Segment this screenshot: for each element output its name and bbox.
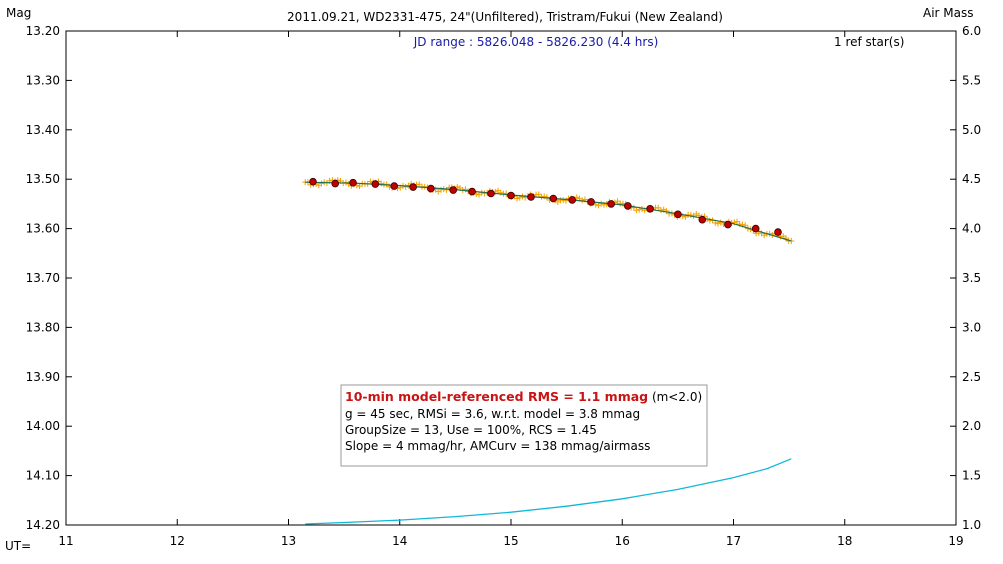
binned-point (409, 183, 417, 191)
binned-point (507, 191, 515, 200)
stats-line-1: g = 45 sec, RMSi = 3.6, w.r.t. model = 3… (345, 407, 640, 421)
binned-point (349, 178, 357, 187)
raw-point (514, 195, 521, 202)
binned-point (623, 202, 632, 210)
stats-box-frame (340, 384, 708, 467)
raw-point (782, 235, 789, 242)
raw-point (630, 204, 637, 211)
jd-range-label: JD range : 5826.048 - 5826.230 (4.4 hrs) (413, 35, 659, 49)
y-tick-label: 13.40 (26, 123, 60, 137)
x-tick-label: 13 (281, 534, 296, 548)
y2-tick-label: 5.0 (962, 123, 981, 137)
x-tick-label: 19 (948, 534, 963, 548)
binned-point (527, 193, 535, 201)
raw-point (638, 206, 645, 213)
y-tick-label: 13.90 (26, 370, 60, 384)
binned-point (607, 200, 615, 208)
x-tick-label: 11 (58, 534, 73, 548)
binned-point (449, 186, 458, 194)
binned-point (371, 180, 380, 188)
left-axis-label: Mag (6, 6, 31, 20)
binned-point (309, 177, 317, 186)
raw-point (633, 207, 640, 214)
binned-point (774, 228, 782, 236)
raw-point (663, 208, 670, 215)
right-axis-label: Air Mass (923, 6, 974, 20)
ref-stars-label: 1 ref star(s) (834, 35, 904, 49)
y-tick-label: 14.10 (26, 469, 60, 483)
y-tick-label: 14.20 (26, 518, 60, 532)
raw-point (416, 181, 423, 188)
y-tick-label: 13.30 (26, 73, 60, 87)
x-tick-label: 14 (392, 534, 407, 548)
y2-tick-label: 3.0 (962, 320, 981, 334)
raw-point (454, 183, 461, 190)
y-tick-label: 13.80 (26, 320, 60, 334)
binned-point (646, 205, 654, 213)
stats-box: 10-min model-referenced RMS = 1.1 mmag (… (340, 384, 708, 467)
chart-title: 2011.09.21, WD2331-475, 24"(Unfiltered),… (287, 10, 723, 24)
binned-point (549, 194, 558, 203)
air-mass-series (305, 458, 792, 525)
y2-tick-label: 3.5 (962, 271, 981, 285)
binned-point (674, 210, 682, 219)
raw-point (560, 197, 567, 204)
x-tick-label: 16 (615, 534, 630, 548)
y2-tick-label: 5.5 (962, 73, 981, 87)
binned-point (468, 187, 476, 196)
y2-tick-label: 2.5 (962, 370, 981, 384)
binned-point (390, 182, 399, 190)
x-tick-label: 12 (170, 534, 185, 548)
binned-point (724, 220, 732, 229)
y-tick-label: 13.20 (26, 24, 60, 38)
stats-headline-note: (m<2.0) (648, 390, 702, 404)
binned-point (487, 189, 495, 198)
raw-point (598, 200, 605, 207)
raw-point (378, 180, 385, 187)
x-tick-label: 15 (503, 534, 518, 548)
y2-tick-label: 6.0 (962, 24, 981, 38)
stats-headline-row: 10-min model-referenced RMS = 1.1 mmag (… (345, 389, 702, 404)
binned-point (568, 196, 576, 204)
stats-headline: 10-min model-referenced RMS = 1.1 mmag (345, 389, 648, 404)
binned-point (331, 179, 340, 188)
raw-point (402, 183, 409, 190)
y2-tick-label: 4.5 (962, 172, 981, 186)
y-tick-label: 14.00 (26, 419, 60, 433)
raw-point (497, 189, 504, 196)
raw-point (541, 193, 548, 200)
x-tick-label: 18 (837, 534, 852, 548)
raw-point (734, 218, 741, 225)
air-mass-line (305, 458, 792, 525)
axis-ticks: 11 12 13 14 15 16 17 18 19 13.20 13.30 13.40 13.50 13… (26, 24, 981, 548)
y2-tick-label: 1.0 (962, 518, 981, 532)
x-tick-label: 17 (726, 534, 741, 548)
stats-line-2: GroupSize = 13, Use = 100%, RCS = 1.45 (345, 423, 597, 437)
x-axis-label: UT= (5, 539, 31, 553)
y2-tick-label: 1.5 (962, 469, 981, 483)
binned-point (587, 198, 595, 206)
y-tick-label: 13.70 (26, 271, 60, 285)
binned-magnitude-series (309, 177, 782, 236)
raw-point (437, 186, 444, 193)
raw-point (693, 211, 700, 218)
stats-line-3: Slope = 4 mmag/hr, AMCurv = 138 mmag/air… (345, 439, 650, 453)
binned-point (751, 224, 760, 233)
y2-tick-label: 2.0 (962, 419, 981, 433)
y2-tick-label: 4.0 (962, 222, 981, 236)
binned-point (427, 184, 435, 193)
y-tick-label: 13.50 (26, 172, 60, 186)
raw-point (318, 180, 325, 187)
binned-point (698, 215, 707, 224)
y-tick-label: 13.60 (26, 222, 60, 236)
raw-point (715, 220, 722, 227)
